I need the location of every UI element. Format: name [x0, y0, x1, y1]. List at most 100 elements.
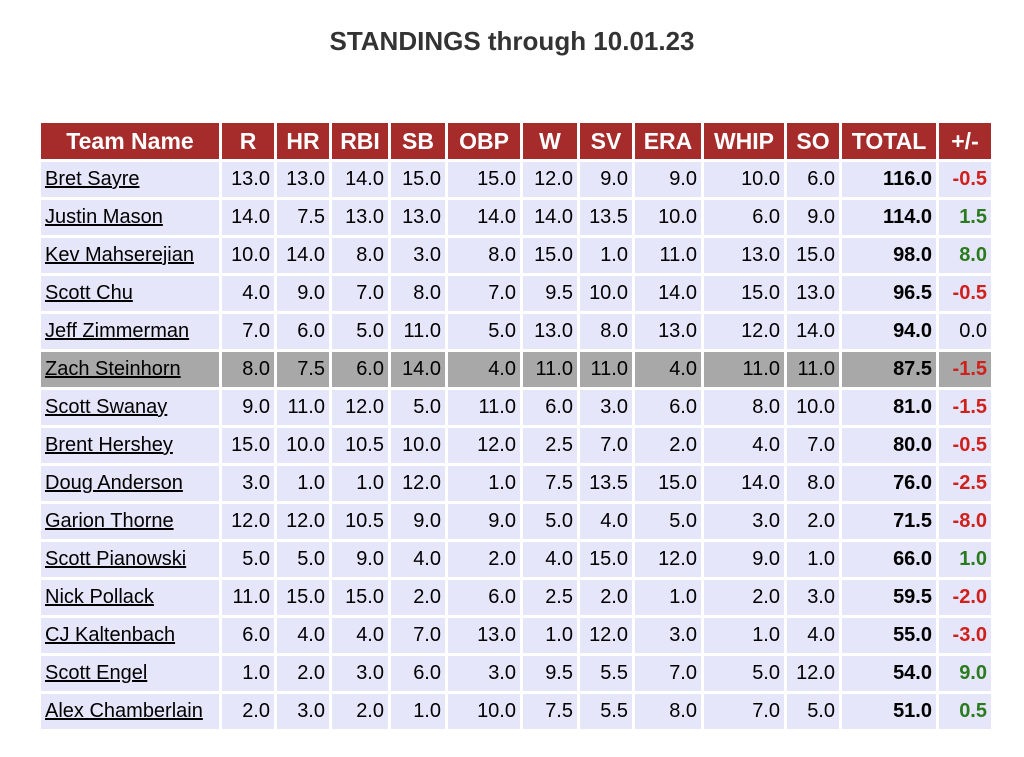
obp-cell: 12.0 [448, 428, 520, 463]
team-name-link[interactable]: Scott Engel [45, 662, 148, 684]
w-cell: 2.5 [523, 428, 577, 463]
team-name-link[interactable]: Brent Hershey [45, 434, 173, 456]
header-whip[interactable]: WHIP [704, 123, 784, 159]
sv-cell: 15.0 [580, 542, 632, 577]
whip-cell: 1.0 [704, 618, 784, 653]
whip-cell: 3.0 [704, 504, 784, 539]
whip-cell: 14.0 [704, 466, 784, 501]
total-cell: 94.0 [842, 314, 936, 349]
sv-cell: 2.0 [580, 580, 632, 615]
hr-cell: 14.0 [277, 238, 329, 273]
team-name-link[interactable]: Scott Pianowski [45, 548, 187, 570]
w-cell: 6.0 [523, 390, 577, 425]
delta-cell: -1.5 [939, 352, 991, 387]
table-row: Scott Engel 1.0 2.0 3.0 6.0 3.0 9.5 5.5 7.0 5.0 12… [41, 656, 991, 691]
header-era[interactable]: ERA [635, 123, 701, 159]
header-team-name[interactable]: Team Name [41, 123, 219, 159]
total-cell: 76.0 [842, 466, 936, 501]
team-name-link[interactable]: Alex Chamberlain [45, 700, 203, 722]
r-cell: 11.0 [222, 580, 274, 615]
team-name-cell: Justin Mason [41, 200, 219, 235]
team-name-link[interactable]: Scott Swanay [45, 396, 168, 418]
so-cell: 3.0 [787, 580, 839, 615]
obp-cell: 14.0 [448, 200, 520, 235]
header-hr[interactable]: HR [277, 123, 329, 159]
total-cell: 59.5 [842, 580, 936, 615]
r-cell: 3.0 [222, 466, 274, 501]
delta-cell: -1.5 [939, 390, 991, 425]
w-cell: 14.0 [523, 200, 577, 235]
team-name-link[interactable]: Justin Mason [45, 206, 163, 228]
sv-cell: 7.0 [580, 428, 632, 463]
team-name-cell: Scott Pianowski [41, 542, 219, 577]
hr-cell: 6.0 [277, 314, 329, 349]
team-name-cell: Brent Hershey [41, 428, 219, 463]
team-name-link[interactable]: Zach Steinhorn [45, 358, 181, 380]
obp-cell: 11.0 [448, 390, 520, 425]
delta-cell: 8.0 [939, 238, 991, 273]
hr-cell: 15.0 [277, 580, 329, 615]
era-cell: 15.0 [635, 466, 701, 501]
header-w[interactable]: W [523, 123, 577, 159]
obp-cell: 2.0 [448, 542, 520, 577]
whip-cell: 10.0 [704, 162, 784, 197]
delta-cell: -0.5 [939, 162, 991, 197]
rbi-cell: 3.0 [332, 656, 388, 691]
sv-cell: 5.5 [580, 694, 632, 729]
obp-cell: 4.0 [448, 352, 520, 387]
r-cell: 9.0 [222, 390, 274, 425]
header-delta[interactable]: +/- [939, 123, 991, 159]
r-cell: 1.0 [222, 656, 274, 691]
hr-cell: 12.0 [277, 504, 329, 539]
table-row: Bret Sayre 13.0 13.0 14.0 15.0 15.0 12.0 9.0 9.0… [41, 162, 991, 197]
so-cell: 1.0 [787, 542, 839, 577]
header-sv[interactable]: SV [580, 123, 632, 159]
sv-cell: 12.0 [580, 618, 632, 653]
header-obp[interactable]: OBP [448, 123, 520, 159]
team-name-link[interactable]: CJ Kaltenbach [45, 624, 176, 646]
obp-cell: 9.0 [448, 504, 520, 539]
team-name-cell: Garion Thorne [41, 504, 219, 539]
hr-cell: 7.5 [277, 352, 329, 387]
team-name-link[interactable]: Kev Mahserejian [45, 244, 194, 266]
delta-cell: -3.0 [939, 618, 991, 653]
w-cell: 12.0 [523, 162, 577, 197]
header-so[interactable]: SO [787, 123, 839, 159]
header-r[interactable]: R [222, 123, 274, 159]
rbi-cell: 8.0 [332, 238, 388, 273]
hr-cell: 4.0 [277, 618, 329, 653]
team-name-link[interactable]: Nick Pollack [45, 586, 154, 608]
delta-cell: -0.5 [939, 276, 991, 311]
sb-cell: 7.0 [391, 618, 445, 653]
header-rbi[interactable]: RBI [332, 123, 388, 159]
team-name-link[interactable]: Scott Chu [45, 282, 133, 304]
total-cell: 81.0 [842, 390, 936, 425]
w-cell: 15.0 [523, 238, 577, 273]
sv-cell: 13.5 [580, 200, 632, 235]
rbi-cell: 2.0 [332, 694, 388, 729]
hr-cell: 10.0 [277, 428, 329, 463]
header-sb[interactable]: SB [391, 123, 445, 159]
whip-cell: 6.0 [704, 200, 784, 235]
whip-cell: 4.0 [704, 428, 784, 463]
team-name-link[interactable]: Jeff Zimmerman [45, 320, 190, 342]
header-total[interactable]: TOTAL [842, 123, 936, 159]
team-name-link[interactable]: Bret Sayre [45, 168, 140, 190]
team-name-link[interactable]: Doug Anderson [45, 472, 183, 494]
rbi-cell: 10.5 [332, 428, 388, 463]
team-name-cell: Scott Swanay [41, 390, 219, 425]
total-cell: 80.0 [842, 428, 936, 463]
whip-cell: 8.0 [704, 390, 784, 425]
sv-cell: 5.5 [580, 656, 632, 691]
w-cell: 11.0 [523, 352, 577, 387]
table-row: Justin Mason 14.0 7.5 13.0 13.0 14.0 14.0 13.5 1… [41, 200, 991, 235]
so-cell: 4.0 [787, 618, 839, 653]
w-cell: 5.0 [523, 504, 577, 539]
team-name-link[interactable]: Garion Thorne [45, 510, 174, 532]
w-cell: 7.5 [523, 466, 577, 501]
team-name-cell: Nick Pollack [41, 580, 219, 615]
r-cell: 10.0 [222, 238, 274, 273]
delta-cell: 9.0 [939, 656, 991, 691]
hr-cell: 1.0 [277, 466, 329, 501]
team-name-cell: Kev Mahserejian [41, 238, 219, 273]
